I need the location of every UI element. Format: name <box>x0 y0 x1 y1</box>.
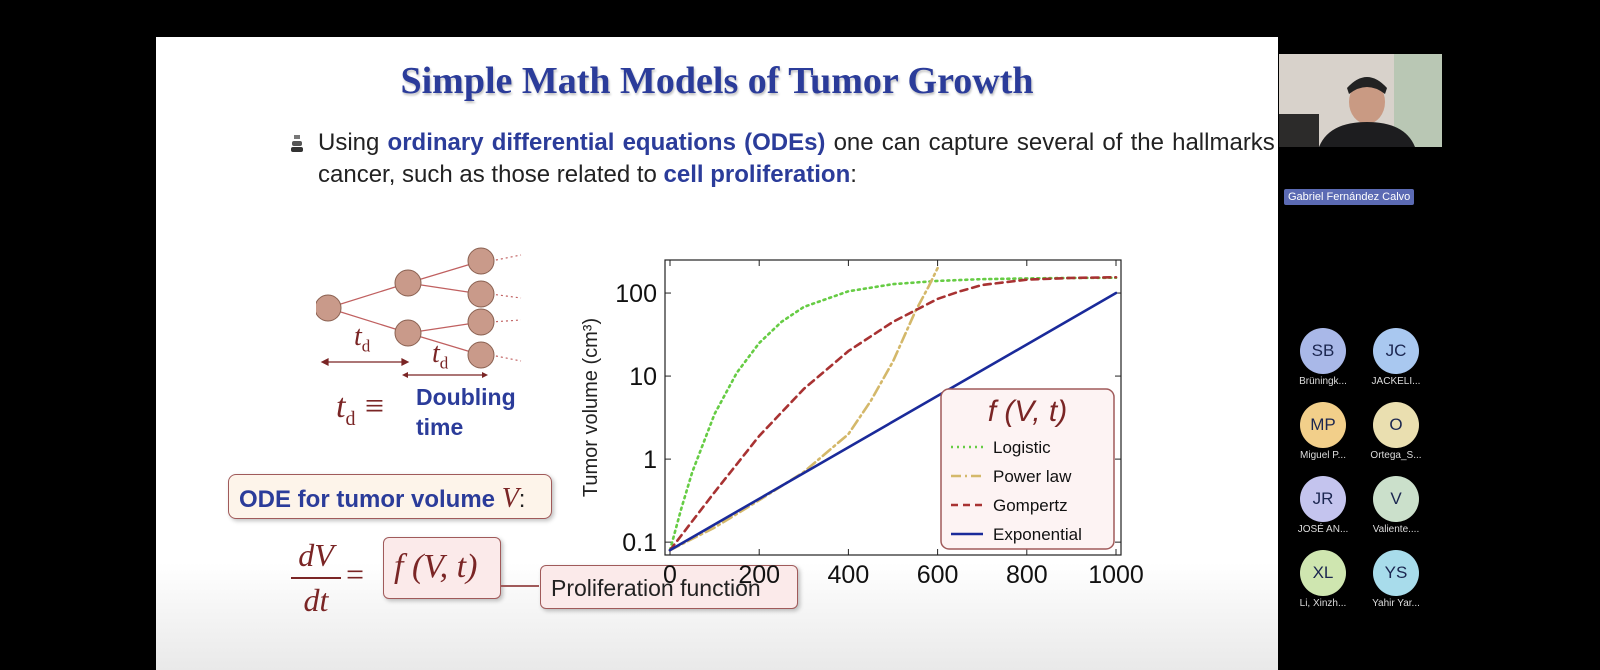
participant-avatar: O <box>1373 402 1419 448</box>
participant-name: Valiente.... <box>1372 524 1420 535</box>
series-line-exponential <box>668 291 1118 552</box>
derivative-fraction: dV dt <box>291 537 341 619</box>
plot-frame <box>664 259 1122 556</box>
td-label-2: td <box>432 338 449 373</box>
y-tick-label: 100 <box>615 280 657 308</box>
legend-box <box>940 388 1115 550</box>
series-line-power-law <box>668 266 939 552</box>
participant-avatar: JR <box>1300 476 1346 522</box>
participant-avatar: SB <box>1300 328 1346 374</box>
x-tick-label: 1000 <box>1088 561 1144 589</box>
participant-avatar: XL <box>1300 550 1346 596</box>
participant-tile[interactable]: V Valiente.... <box>1358 476 1434 535</box>
bullet-mid-text: one can capture several of the hallmarks… <box>318 129 1278 188</box>
cell-division-diagram <box>316 247 522 369</box>
x-tick-label: 200 <box>738 561 780 589</box>
participant-tile[interactable]: JC JACKELI... <box>1358 328 1434 387</box>
x-tick-label: 600 <box>917 561 959 589</box>
participant-tile[interactable]: O Ortega_S... <box>1358 402 1434 461</box>
ode-colon: : <box>518 486 526 513</box>
legend-entry: Logistic <box>993 438 1051 457</box>
participant-name: JOSÉ AN... <box>1297 524 1349 535</box>
legend-title: f (V, t) <box>988 395 1067 428</box>
x-tick-label: 0 <box>663 561 677 589</box>
proliferation-function-box: Proliferation function <box>540 565 798 609</box>
legend-entry: Exponential <box>993 525 1082 544</box>
slide-title: Simple Math Models of Tumor Growth <box>400 60 1034 102</box>
x-tick-label: 400 <box>828 561 870 589</box>
bullet-highlight-proliferation: cell proliferation <box>663 161 851 188</box>
x-tick-label: 800 <box>1006 561 1048 589</box>
y-tick-label: 1 <box>643 446 657 474</box>
equals-sign: = <box>346 556 365 592</box>
participant-avatar: YS <box>1373 550 1419 596</box>
participant-tile[interactable]: YS Yahir Yar... <box>1358 550 1434 609</box>
td-definition: td ≡ <box>336 388 385 430</box>
fraction-denominator: dt <box>303 582 329 618</box>
bullet-highlight-odes: ordinary differential equations (ODEs) <box>387 129 826 156</box>
proliferation-label: Proliferation function <box>551 575 761 601</box>
fvt-expression: f (V, t) <box>394 548 478 585</box>
series-line-gompertz <box>668 275 1118 552</box>
speaker-video <box>1279 54 1442 147</box>
legend-entry: Power law <box>993 467 1072 486</box>
participant-avatar: JC <box>1373 328 1419 374</box>
bullet-text: Using ordinary differential equations (O… <box>318 127 1278 191</box>
fvt-box: f (V, t) <box>383 537 501 599</box>
y-axis-label: Tumor volume (cm³) <box>580 318 602 497</box>
doubling-time-label: Doubling time <box>416 384 516 440</box>
presentation-slide: Simple Math Models of Tumor Growth Using… <box>156 37 1278 670</box>
y-tick-label: 0.1 <box>622 529 657 557</box>
ode-label-text: ODE for tumor volume <box>239 486 502 513</box>
td-label-1: td <box>354 321 371 356</box>
connector-line <box>501 585 539 587</box>
ode-label-box: ODE for tumor volume V: <box>228 474 552 519</box>
doubling-arrow <box>402 372 488 378</box>
bullet-icon <box>291 135 303 152</box>
bullet-pre-text: Using <box>318 129 388 156</box>
participant-name: Yahir Yar... <box>1372 598 1420 609</box>
ode-variable: V <box>501 483 519 514</box>
participant-avatar: V <box>1373 476 1419 522</box>
participant-name: JACKELI... <box>1371 376 1421 387</box>
participant-tile[interactable]: JR JOSÉ AN... <box>1285 476 1361 535</box>
fraction-numerator: dV <box>298 537 334 573</box>
speaker-name-tag: Gabriel Fernández Calvo <box>1284 189 1415 205</box>
participant-tile[interactable]: XL Li, Xinzh... <box>1285 550 1361 609</box>
participant-name: Brüningk... <box>1299 376 1347 387</box>
bullet-end-text: : <box>850 161 857 188</box>
participant-avatar: MP <box>1300 402 1346 448</box>
participant-tile[interactable]: SB Brüningk... <box>1285 328 1361 387</box>
participant-name: Li, Xinzh... <box>1299 598 1347 609</box>
participant-name: Miguel P... <box>1300 450 1346 461</box>
legend-entry: Gompertz <box>993 496 1068 515</box>
series-line-logistic <box>668 276 1118 552</box>
y-tick-label: 10 <box>629 363 657 391</box>
participant-tile[interactable]: MP Miguel P... <box>1285 402 1361 461</box>
participant-name: Ortega_S... <box>1370 450 1422 461</box>
cell-icons <box>316 247 495 369</box>
